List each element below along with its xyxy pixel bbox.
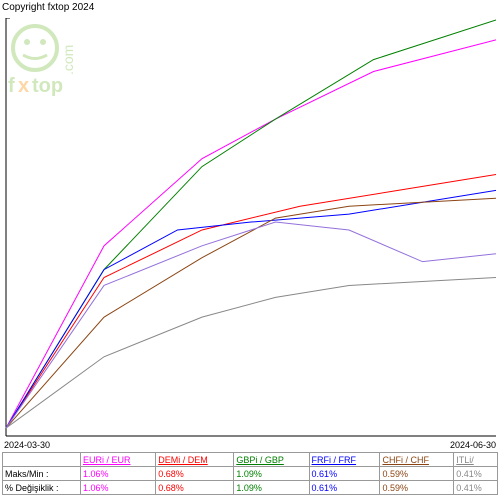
column-header[interactable]: ITLi/ [454, 453, 498, 467]
series-line [6, 20, 496, 428]
maksmin-cell: 0.68% [156, 467, 234, 481]
column-header[interactable]: CHFi / CHF [380, 453, 454, 467]
change-cell: 1.06% [81, 481, 156, 495]
maksmin-cell: 0.41% [454, 467, 498, 481]
column-header[interactable]: EURi / EUR [81, 453, 156, 467]
column-header[interactable]: GBPi / GBP [234, 453, 309, 467]
column-header[interactable]: FRFi / FRF [309, 453, 380, 467]
change-cell: 0.61% [309, 481, 380, 495]
table-header-row: EURi / EURDEMi / DEMGBPi / GBPFRFi / FRF… [3, 453, 498, 467]
series-line [6, 198, 496, 428]
maksmin-cell: 0.59% [380, 467, 454, 481]
table-change-row: % Değişiklik : 1.06%0.68%1.09%0.61%0.59%… [3, 481, 498, 495]
series-line [6, 278, 496, 429]
line-chart [4, 18, 496, 438]
table-corner-cell [3, 453, 81, 467]
series-line [6, 222, 496, 428]
change-cell: 0.59% [380, 481, 454, 495]
row-label-change: % Değişiklik : [3, 481, 81, 495]
maksmin-cell: 1.09% [234, 467, 309, 481]
row-label-maksmin: Maks/Min : [3, 467, 81, 481]
date-end-label: 2024-06-30 [450, 440, 496, 450]
currency-data-table: EURi / EURDEMi / DEMGBPi / GBPFRFi / FRF… [2, 452, 498, 495]
maksmin-cell: 0.61% [309, 467, 380, 481]
series-line [6, 190, 496, 428]
series-line [6, 175, 496, 429]
series-line [6, 40, 496, 428]
copyright-text: Copyright fxtop 2024 [2, 2, 94, 13]
date-start-label: 2024-03-30 [4, 440, 50, 450]
maksmin-cell: 1.06% [81, 467, 156, 481]
change-cell: 1.09% [234, 481, 309, 495]
column-header[interactable]: DEMi / DEM [156, 453, 234, 467]
table-maksmin-row: Maks/Min : 1.06%0.68%1.09%0.61%0.59%0.41… [3, 467, 498, 481]
change-cell: 0.41% [454, 481, 498, 495]
change-cell: 0.68% [156, 481, 234, 495]
